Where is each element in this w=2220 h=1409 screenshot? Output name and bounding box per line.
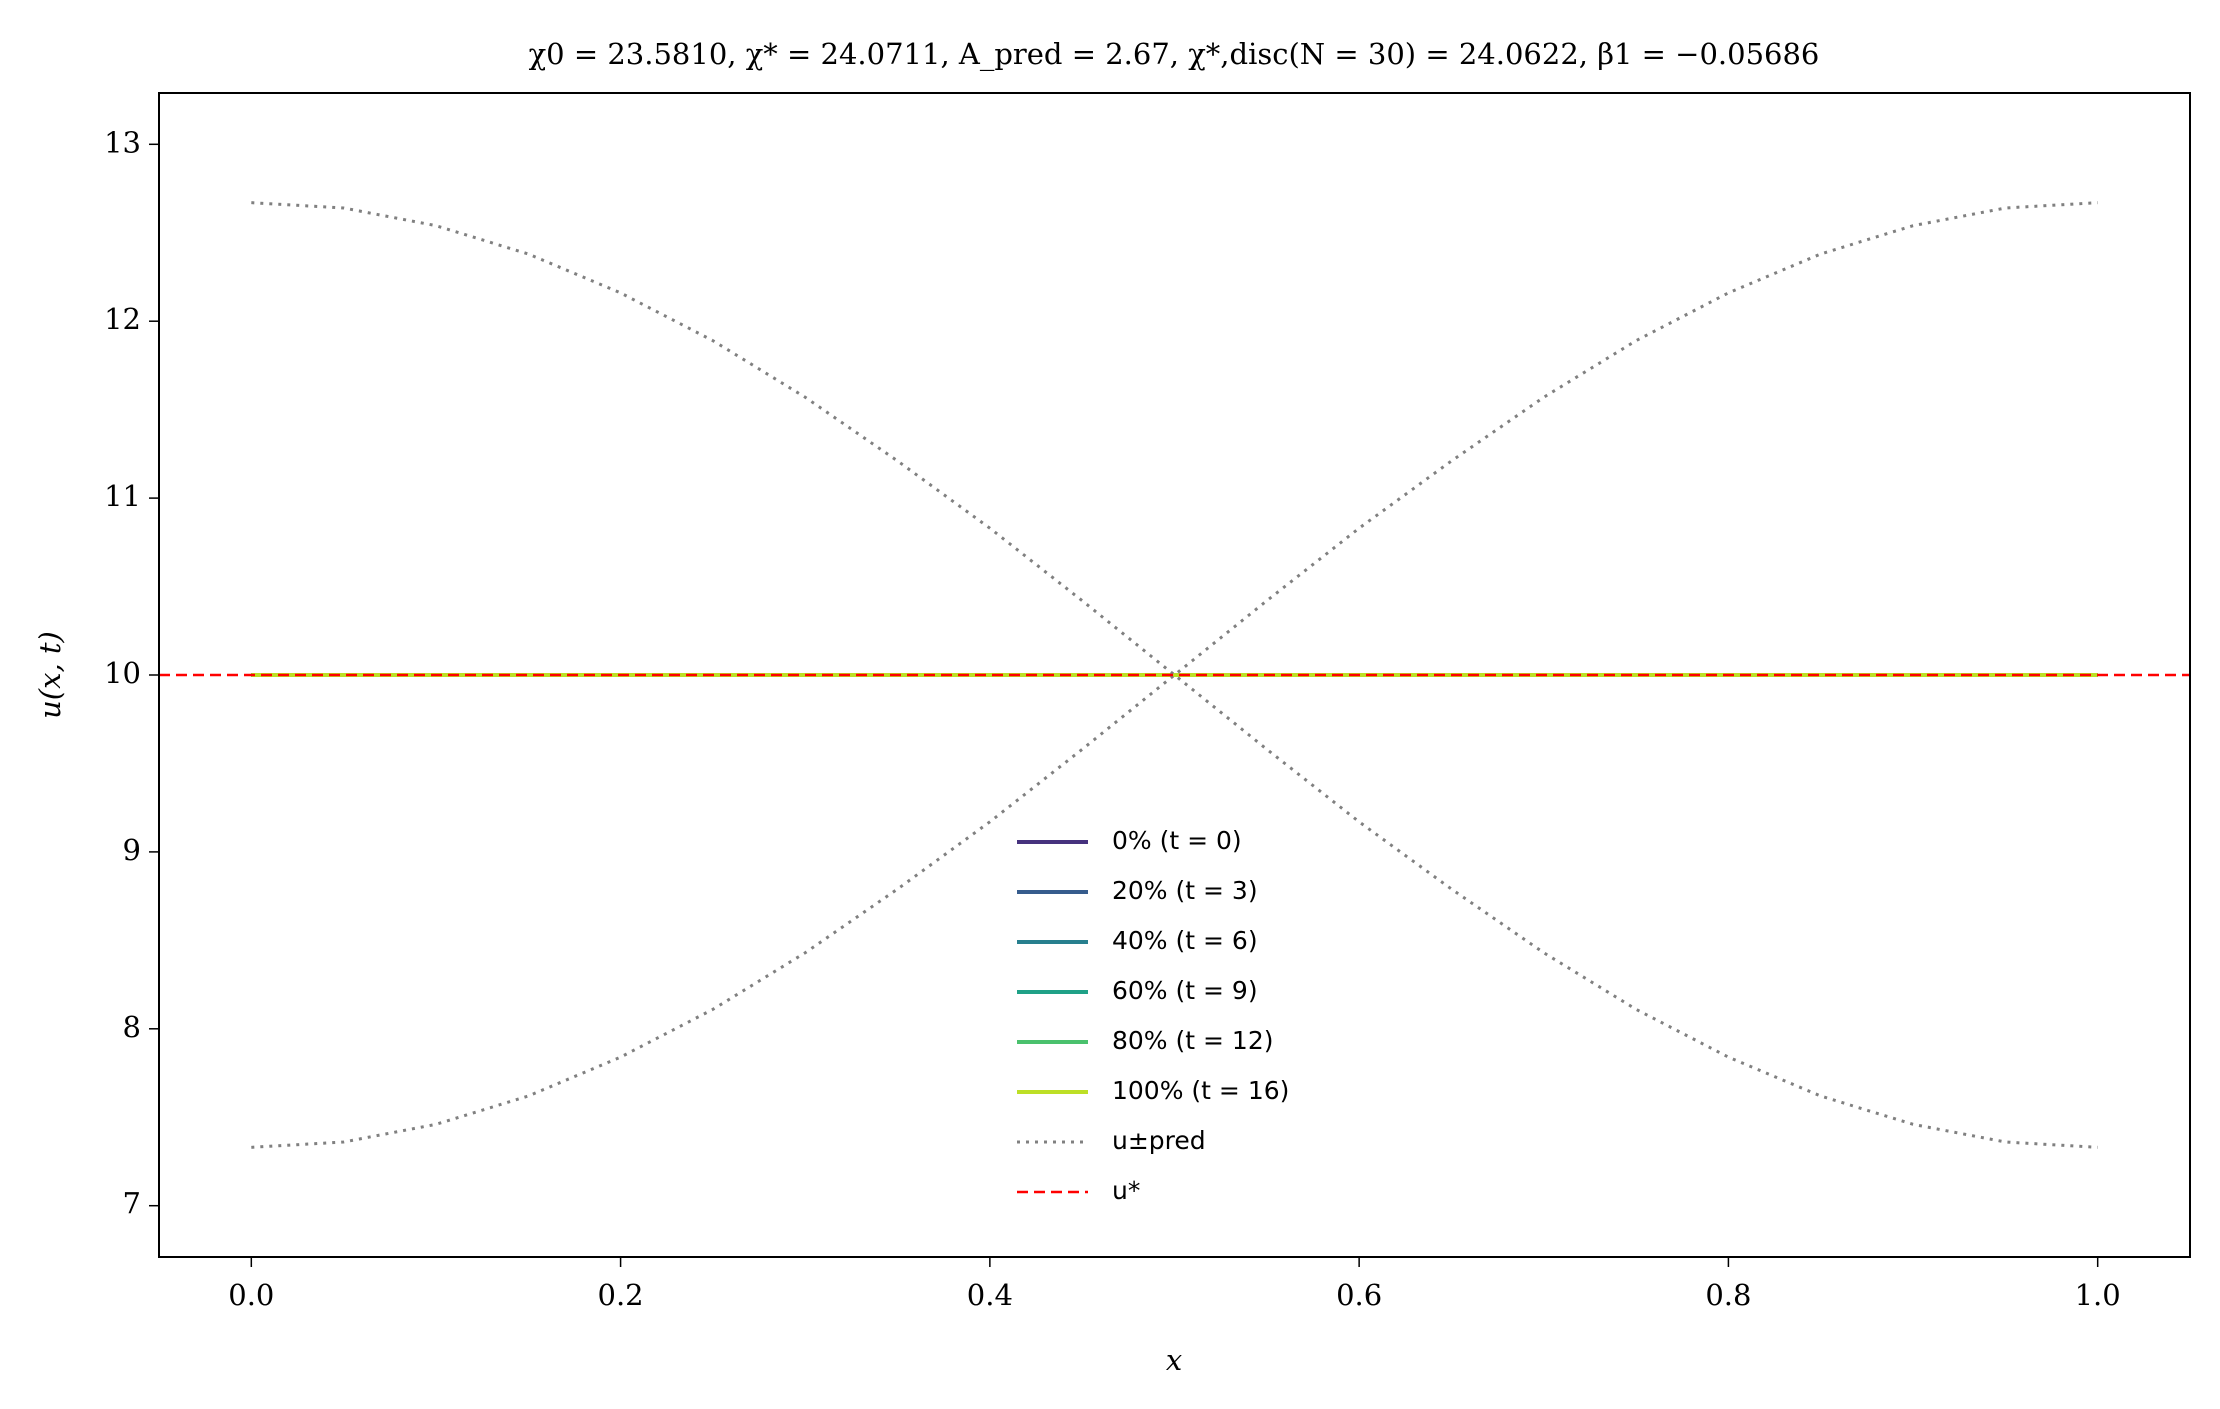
- y-axis-label: u(x, t): [33, 631, 67, 719]
- y-tick-label: 8: [123, 1010, 141, 1044]
- legend-label: 0% (t = 0): [1112, 826, 1242, 855]
- chart-title: χ0 = 23.5810, χ* = 24.0711, A_pred = 2.6…: [529, 37, 1820, 72]
- y-tick-label: 12: [104, 302, 141, 336]
- y-tick-label: 13: [104, 125, 141, 159]
- y-tick-label: 7: [123, 1187, 141, 1221]
- x-tick-label: 0.8: [1705, 1278, 1751, 1312]
- legend-label: 40% (t = 6): [1112, 926, 1258, 955]
- series-line: [251, 201, 2098, 1149]
- legend-label: u±pred: [1112, 1126, 1206, 1155]
- x-axis-label: x: [1166, 1343, 1182, 1377]
- y-tick-label: 9: [123, 833, 141, 867]
- plot-frame: [158, 92, 2191, 1258]
- y-tick-label: 10: [104, 656, 141, 690]
- legend-label: 60% (t = 9): [1112, 976, 1258, 1005]
- legend-label: 100% (t = 16): [1112, 1076, 1289, 1105]
- series-line: [251, 201, 2098, 1149]
- legend-label: 80% (t = 12): [1112, 1026, 1273, 1055]
- legend-label: u*: [1112, 1176, 1140, 1205]
- x-tick-label: 0.6: [1336, 1278, 1382, 1312]
- legend: 0% (t = 0) 20% (t = 3) 40% (t = 6) 60% (t =…: [1017, 826, 1289, 1205]
- x-tick-label: 0.2: [598, 1278, 644, 1312]
- x-tick-label: 0.4: [967, 1278, 1013, 1312]
- y-tick-label: 11: [104, 479, 141, 513]
- x-tick-label: 0.0: [228, 1278, 274, 1312]
- legend-label: 20% (t = 3): [1112, 876, 1258, 905]
- x-tick-label: 1.0: [2075, 1278, 2121, 1312]
